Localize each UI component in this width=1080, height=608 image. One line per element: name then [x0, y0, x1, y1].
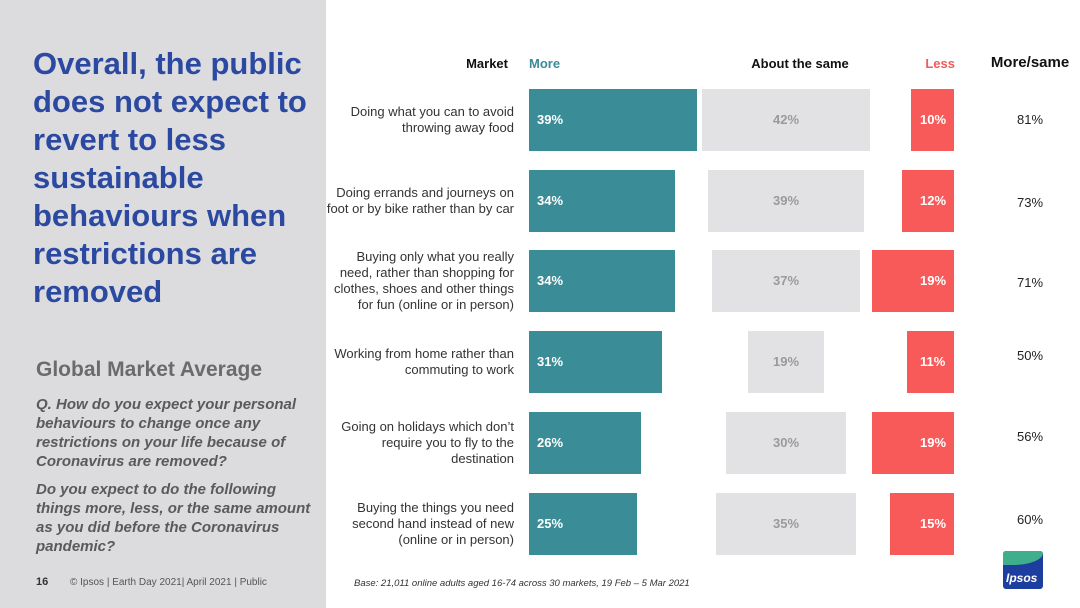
bar-less-label: 19%: [920, 273, 947, 288]
bar-about-the-same: [702, 89, 870, 151]
bar-more: [529, 250, 676, 312]
bar-about-the-same: [708, 170, 864, 232]
bar-more-label: 34%: [537, 193, 564, 208]
header-more-same: More/same: [990, 54, 1070, 71]
bar-more-label: 31%: [537, 354, 564, 369]
bar-about-the-same: [726, 412, 846, 474]
bar-about-the-same-label: 37%: [773, 273, 800, 288]
bar-more: [529, 331, 663, 393]
left-panel: Overall, the public does not expect to r…: [0, 0, 326, 608]
header-market: Market: [466, 56, 508, 71]
bar-about-the-same-label: 35%: [773, 516, 800, 531]
category-label: Doing errands and journeys on foot or by…: [326, 185, 514, 216]
more-same-value: 71%: [1016, 275, 1044, 290]
category-label: Working from home rather than commuting …: [334, 346, 514, 377]
bar-about-the-same-label: 39%: [773, 193, 800, 208]
footer-text: © Ipsos | Earth Day 2021| April 2021 | P…: [70, 577, 267, 588]
bar-about-the-same: [712, 250, 860, 312]
bar-more-label: 34%: [537, 273, 564, 288]
bar-less: [906, 331, 954, 393]
bar-less-label: 10%: [920, 112, 947, 127]
category-label: Buying only what you really need, rather…: [334, 249, 514, 312]
category-label: Doing what you can to avoid throwing awa…: [350, 104, 514, 135]
bar-about-the-same: [716, 493, 856, 555]
chart-row: Doing errands and journeys on foot or by…: [0, 170, 1080, 232]
bar-more: [529, 493, 637, 555]
bar-more: [529, 89, 697, 151]
bar-about-the-same-label: 42%: [773, 112, 800, 127]
more-same-value: 56%: [1016, 429, 1044, 444]
bar-less: [889, 493, 954, 555]
ipsos-logo: Ipsos: [1003, 551, 1043, 589]
category-label: Buying the things you need second hand i…: [352, 500, 514, 547]
header-more: More: [529, 56, 561, 71]
header-about-the-same: About the same: [751, 56, 849, 71]
category-label: Going on holidays which don’t require yo…: [341, 419, 514, 466]
chart-row: Going on holidays which don’t require yo…: [0, 412, 1080, 474]
chart-row: Buying only what you really need, rather…: [0, 249, 1080, 312]
bar-about-the-same-label: 19%: [773, 354, 800, 369]
bar-less-label: 15%: [920, 516, 947, 531]
bar-less: [911, 89, 954, 151]
page-number: 16: [36, 576, 49, 588]
bar-about-the-same: [748, 331, 824, 393]
more-same-value: 50%: [1016, 348, 1044, 363]
base-note: Base: 21,011 online adults aged 16-74 ac…: [354, 578, 690, 589]
more-same-value: 60%: [1016, 512, 1044, 527]
more-same-value: 73%: [1016, 195, 1044, 210]
subheading: Global Market Average: [36, 358, 263, 381]
chart-row: Working from home rather than commuting …: [0, 331, 1080, 393]
question-text-1: Q. How do you expect your personal behav…: [36, 396, 297, 470]
bar-more: [529, 170, 676, 232]
bar-less-label: 11%: [920, 354, 946, 369]
logo-mark: [1003, 551, 1043, 565]
bar-about-the-same-label: 30%: [773, 435, 800, 450]
bar-less: [872, 412, 954, 474]
headline: Overall, the public does not expect to r…: [33, 46, 307, 309]
bar-more: [529, 412, 641, 474]
bar-less: [902, 170, 954, 232]
bar-less-label: 19%: [920, 435, 947, 450]
bar-less: [872, 250, 954, 312]
bar-less-label: 12%: [920, 193, 947, 208]
logo-text: Ipsos: [1006, 571, 1038, 585]
more-same-value: 81%: [1016, 112, 1044, 127]
bar-more-label: 26%: [537, 435, 564, 450]
question-text-2: Do you expect to do the following things…: [36, 481, 311, 555]
chart-row: Buying the things you need second hand i…: [0, 493, 1080, 555]
header-less: Less: [925, 56, 955, 71]
bar-more-label: 25%: [537, 516, 564, 531]
chart-row: Doing what you can to avoid throwing awa…: [0, 89, 1080, 151]
bar-more-label: 39%: [537, 112, 564, 127]
